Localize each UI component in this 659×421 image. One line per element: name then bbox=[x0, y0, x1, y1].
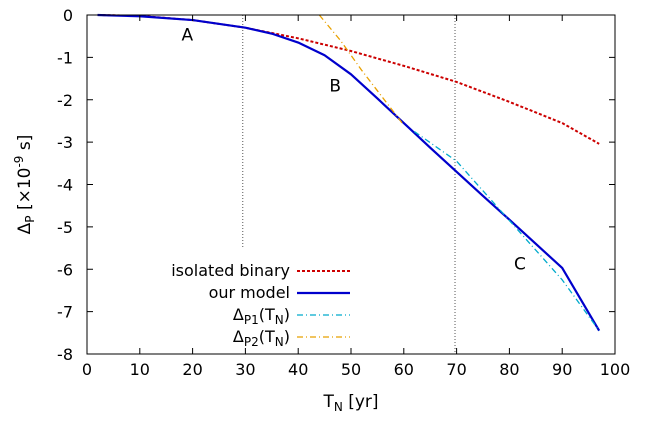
x-tick-label: 0 bbox=[82, 360, 92, 379]
annotation-a: A bbox=[181, 25, 193, 45]
x-tick-label: 40 bbox=[288, 360, 308, 379]
y-tick-label: -7 bbox=[57, 303, 73, 322]
y-tick-label: -4 bbox=[57, 176, 73, 195]
legend: isolated binary our model ΔP1(TN)ΔP2(TN) bbox=[171, 261, 350, 349]
legend-label-4: ΔP2(TN) bbox=[233, 327, 290, 349]
series-line-1 bbox=[97, 14, 600, 145]
series-line-2 bbox=[97, 13, 601, 332]
series-layer bbox=[97, 13, 601, 332]
x-tick-label: 10 bbox=[130, 360, 150, 379]
y-tick-label: 0 bbox=[63, 6, 73, 25]
x-tick-label: 20 bbox=[182, 360, 202, 379]
plot-frame bbox=[86, 14, 616, 355]
annotation-c: C bbox=[514, 254, 526, 274]
y-tick-label: -8 bbox=[57, 345, 73, 364]
x-tick-label: 30 bbox=[235, 360, 255, 379]
x-tick-label: 60 bbox=[394, 360, 414, 379]
x-axis-title: TN [yr] bbox=[322, 392, 378, 414]
y-tick-label: -1 bbox=[57, 48, 73, 67]
series-line-4 bbox=[318, 14, 405, 126]
annotations: A B C bbox=[181, 25, 525, 274]
x-tick-label: 70 bbox=[446, 360, 466, 379]
legend-label-2: our model bbox=[209, 283, 290, 302]
y-tick-label: -6 bbox=[57, 260, 73, 279]
y-axis-title: ΔP [×10-9 s] bbox=[12, 135, 37, 235]
y-tick-label: -5 bbox=[57, 218, 73, 237]
x-tick-label: 50 bbox=[341, 360, 361, 379]
x-tick-label: 100 bbox=[600, 360, 631, 379]
x-tick-label: 80 bbox=[499, 360, 519, 379]
axes: 0 10 20 30 40 50 60 70 80 90 100 0 -1 -2 -3 -4 -5 -6 -7 -8 bbox=[57, 6, 630, 379]
y-tick-label: -3 bbox=[57, 133, 73, 152]
legend-label-1: isolated binary bbox=[171, 261, 290, 280]
y-tick-label: -2 bbox=[57, 91, 73, 110]
vertical-markers bbox=[242, 15, 456, 354]
annotation-b: B bbox=[329, 76, 341, 96]
legend-label-3: ΔP1(TN) bbox=[233, 305, 290, 327]
series-line-3 bbox=[413, 130, 600, 332]
x-tick-label: 90 bbox=[552, 360, 572, 379]
